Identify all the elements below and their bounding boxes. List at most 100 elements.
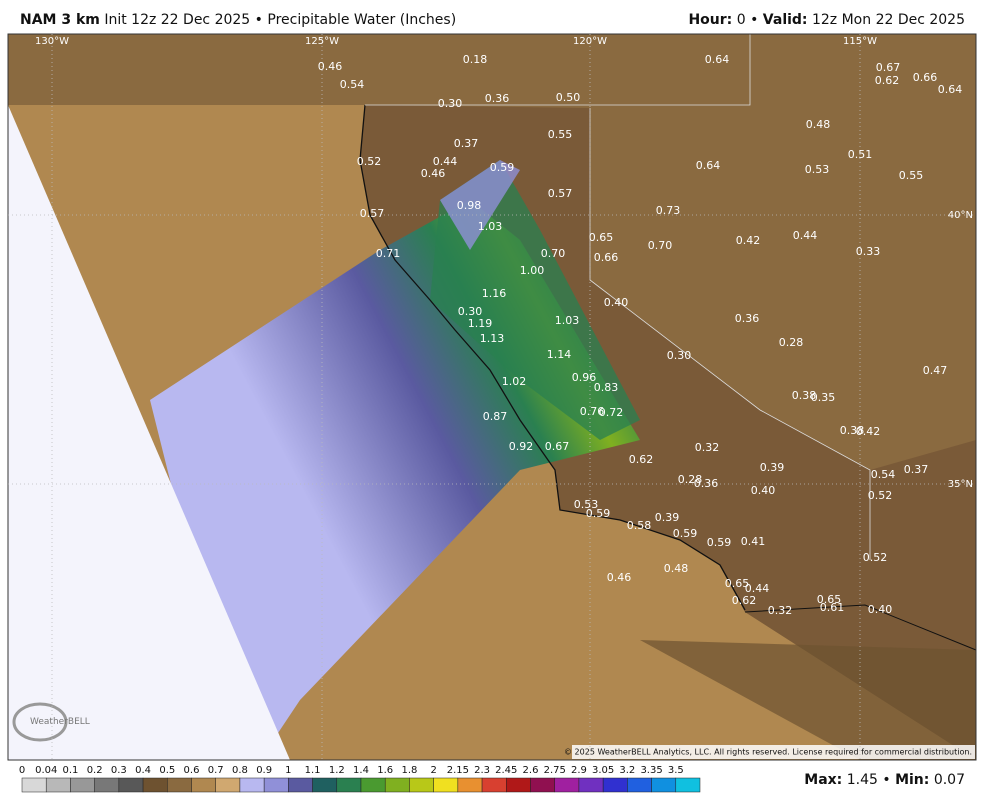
- pw-value: 0.41: [741, 535, 766, 548]
- pw-value: 0.38: [792, 389, 817, 402]
- pw-value: 0.53: [805, 163, 830, 176]
- colorbar-label: 0.7: [208, 765, 224, 776]
- pw-value: 0.53: [574, 498, 599, 511]
- pw-value: 0.64: [705, 53, 730, 66]
- colorbar-label: 0.1: [62, 765, 78, 776]
- colorbar-swatch: [21, 777, 47, 793]
- sierra-moisture: [440, 160, 520, 250]
- colorbar-label: 1: [285, 765, 291, 776]
- colorbar-label: 2.9: [571, 765, 587, 776]
- pw-value: 0.52: [863, 551, 888, 564]
- colorbar-swatch: [360, 777, 386, 793]
- colorbar-label: 2.45: [495, 765, 517, 776]
- colorbar-swatch: [288, 777, 313, 793]
- pw-value: 0.61: [820, 601, 845, 614]
- pw-value: 0.59: [490, 161, 515, 174]
- pw-value: 0.30: [438, 97, 463, 110]
- pw-value: 0.73: [656, 204, 681, 217]
- pw-value: 0.54: [340, 78, 365, 91]
- pw-value: 0.96: [572, 371, 597, 384]
- colorbar-label: 1.2: [329, 765, 345, 776]
- lon-label: 120°W: [573, 36, 607, 47]
- colorbar-swatch: [578, 777, 604, 793]
- lat-label: 35°N: [948, 479, 973, 490]
- colorbar-swatch: [602, 777, 628, 793]
- pw-value: 0.32: [768, 604, 793, 617]
- sep: •: [750, 12, 759, 28]
- colorbar-swatch: [627, 777, 652, 793]
- hour-label: Hour:: [688, 12, 733, 28]
- pw-value: 0.48: [664, 562, 689, 575]
- colorbar-label: 0.4: [135, 765, 151, 776]
- valid: 12z Mon 22 Dec 2025: [811, 12, 965, 28]
- state-border: [365, 34, 751, 106]
- colorbar-swatch: [118, 777, 144, 793]
- colorbar-label: 0.2: [87, 765, 103, 776]
- pw-value: 0.71: [376, 247, 401, 260]
- colorbar-label: 0: [19, 765, 25, 776]
- colorbar-label: 3.05: [592, 765, 614, 776]
- mexico: [640, 640, 976, 760]
- colorbar-swatch: [336, 777, 362, 793]
- colorbar-swatch: [384, 777, 410, 793]
- colorbar-label: 1.8: [401, 765, 417, 776]
- colorbar-swatch: [651, 777, 677, 793]
- colorbar-label: 0.04: [35, 765, 57, 776]
- colorbar-label: 1.1: [305, 765, 321, 776]
- colorbar-label: 2: [430, 765, 436, 776]
- pw-value: 0.50: [556, 91, 581, 104]
- pw-value: 0.46: [318, 60, 343, 73]
- title: NAM 3 km Init 12z 22 Dec 2025 • Precipit…: [20, 12, 456, 28]
- pw-value: 1.19: [468, 317, 493, 330]
- colorbar-label: 1.6: [377, 765, 393, 776]
- pw-value: 0.67: [545, 440, 570, 453]
- no-data: [8, 105, 290, 760]
- pw-value: 0.55: [899, 169, 924, 182]
- init: Init 12z 22 Dec 2025: [104, 12, 251, 28]
- pw-value: 0.40: [751, 484, 776, 497]
- min: 0.07: [933, 772, 965, 788]
- pw-value: 0.76: [580, 405, 605, 418]
- pw-value: 0.65: [817, 593, 842, 606]
- pw-value: 0.35: [811, 391, 836, 404]
- pw-value: 0.66: [913, 71, 938, 84]
- colorbar-swatch: [94, 777, 120, 793]
- max-label: Max:: [804, 772, 843, 788]
- colorbar-label: 0.5: [159, 765, 175, 776]
- pw-value: 0.40: [604, 296, 629, 309]
- pw-value: 0.52: [868, 489, 893, 502]
- pw-value: 0.33: [856, 245, 881, 258]
- pw-value: 1.16: [482, 287, 507, 300]
- pw-value: 0.66: [594, 251, 619, 264]
- logo-text: WeatherBELL: [30, 717, 90, 727]
- colorbar-swatch: [167, 777, 192, 793]
- pw-value: 0.83: [594, 381, 619, 394]
- pw-value: 0.70: [541, 247, 566, 260]
- colorbar-swatch: [215, 777, 241, 793]
- pw-value: 1.03: [478, 220, 503, 233]
- colorbar-swatch: [142, 777, 168, 793]
- colorbar-swatch: [433, 777, 459, 793]
- colorbar-swatch: [409, 777, 434, 793]
- min-label: Min:: [895, 772, 930, 788]
- max-min: Max: 1.45 • Min: 0.07: [804, 772, 965, 788]
- colorbar-swatch: [457, 777, 483, 793]
- pw-value: 0.44: [793, 229, 818, 242]
- pw-value: 0.38: [840, 424, 865, 437]
- pw-value: 0.65: [589, 231, 614, 244]
- pw-value: 0.57: [360, 207, 385, 220]
- hour: 0: [736, 12, 746, 28]
- pw-value: 1.02: [502, 375, 527, 388]
- pw-value: 0.44: [433, 155, 458, 168]
- sep: •: [882, 772, 891, 788]
- colorbar-label: 2.15: [447, 765, 469, 776]
- colorbar-label: 1.4: [353, 765, 369, 776]
- pw-value: 0.62: [629, 453, 654, 466]
- pw-value: 0.30: [458, 305, 483, 318]
- map-frame: [7, 33, 977, 761]
- pw-value: 1.03: [555, 314, 580, 327]
- lon-label: 115°W: [843, 36, 877, 47]
- valid-label: Valid:: [762, 12, 808, 28]
- colorbar-label: 0.9: [256, 765, 272, 776]
